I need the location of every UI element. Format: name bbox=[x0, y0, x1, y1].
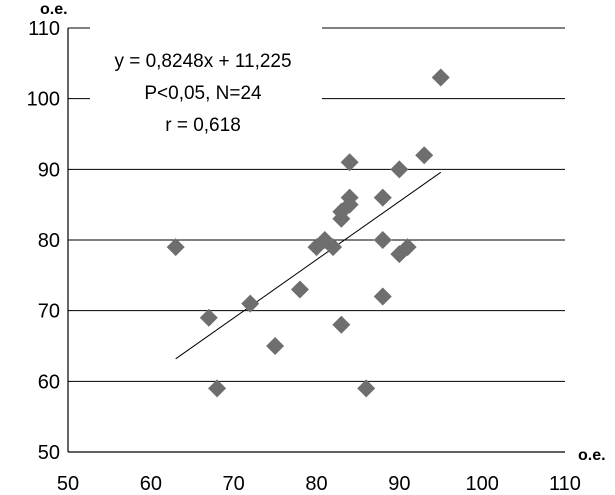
y-tick-label: 100 bbox=[27, 89, 60, 111]
grid-lines bbox=[68, 27, 565, 382]
x-tick-label: 110 bbox=[549, 473, 581, 495]
significance-annotation: P<0,05, N=24 bbox=[144, 83, 262, 104]
data-point bbox=[166, 238, 185, 257]
tick-labels: 50 60 70 80 90 100 110 50 60 70 80 90 100 110 bbox=[27, 18, 581, 495]
data-point bbox=[340, 153, 359, 172]
data-points bbox=[166, 68, 450, 398]
data-point bbox=[373, 287, 392, 306]
data-point bbox=[415, 146, 434, 165]
data-point bbox=[373, 188, 392, 207]
data-point bbox=[398, 238, 417, 257]
x-tick-label: 70 bbox=[223, 473, 245, 495]
data-point bbox=[332, 202, 351, 221]
y-axis-unit: о.е. bbox=[40, 1, 68, 18]
x-tick-label: 100 bbox=[465, 473, 498, 495]
data-point bbox=[373, 231, 392, 249]
x-tick-label: 60 bbox=[140, 473, 162, 495]
data-point bbox=[332, 315, 351, 334]
data-point bbox=[290, 280, 309, 299]
y-tick-label: 80 bbox=[38, 230, 60, 252]
regression-equation: y = 0,8248x + 11,225 bbox=[114, 51, 291, 72]
x-tick-label: 50 bbox=[57, 473, 79, 495]
x-axis-unit: о.е. bbox=[578, 447, 606, 464]
x-tick-label: 90 bbox=[388, 473, 410, 495]
y-tick-label: 50 bbox=[38, 442, 60, 464]
axes bbox=[67, 28, 565, 453]
y-tick-label: 70 bbox=[38, 301, 60, 323]
data-point bbox=[357, 379, 376, 398]
data-point bbox=[208, 379, 227, 398]
data-point bbox=[266, 337, 285, 355]
y-tick-label: 110 bbox=[28, 18, 60, 40]
correlation-annotation: r = 0,618 bbox=[165, 115, 241, 136]
trend-line bbox=[175, 171, 442, 360]
y-tick-label: 90 bbox=[38, 159, 60, 181]
data-point bbox=[241, 294, 260, 313]
data-point bbox=[324, 238, 343, 257]
x-tick-label: 80 bbox=[305, 473, 327, 495]
y-tick-label: 60 bbox=[38, 371, 60, 393]
data-point bbox=[199, 308, 218, 327]
data-point bbox=[390, 160, 409, 179]
data-point bbox=[431, 68, 450, 87]
